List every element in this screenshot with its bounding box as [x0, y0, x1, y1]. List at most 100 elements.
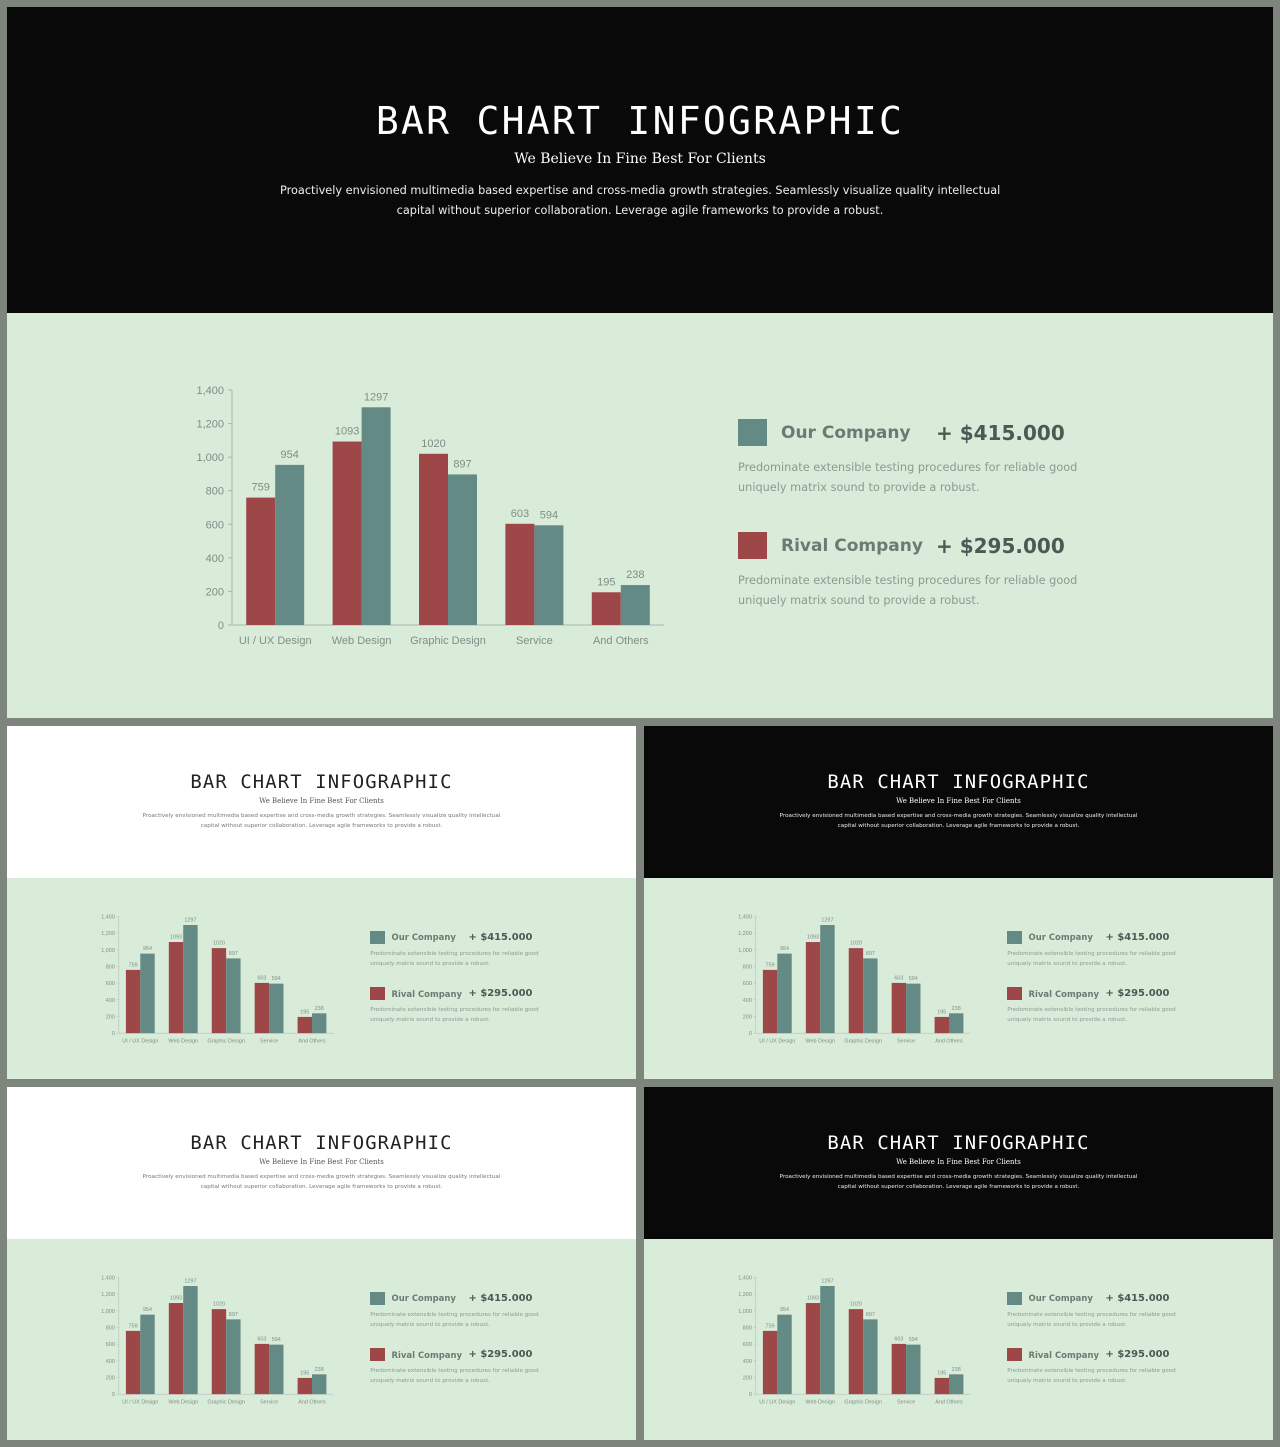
legend-description: Predominate extensible testing procedure… [1007, 1311, 1176, 1331]
bar-rival-company [297, 1016, 312, 1034]
y-tick-label: 800 [743, 964, 752, 970]
bar-chart: 0 200 400 600 800 1,000 1,200 1,400 759 954 UI / U… [196, 385, 664, 647]
y-tick-label: 1,400 [196, 385, 224, 397]
y-tick-label: 1,200 [738, 1292, 752, 1298]
x-tick-label: Service [260, 1038, 278, 1044]
legend-row: Our Company + $415.000 [1007, 930, 1176, 945]
bar-rival-company [419, 453, 448, 625]
legend-description: Predominate extensible testing procedure… [1007, 1006, 1176, 1026]
slide-thumb-light-1: BAR CHART INFOGRAPHIC We Believe In Fine … [7, 726, 636, 1079]
bar-our-company [269, 1344, 284, 1395]
y-tick-label: 200 [743, 1375, 752, 1381]
bar-data-label: 594 [272, 1337, 281, 1343]
x-tick-label: Web Design [805, 1399, 835, 1405]
bar-data-label: 759 [765, 962, 774, 968]
x-tick-label: And Others [298, 1399, 326, 1405]
legend-value: + $415.000 [1105, 1292, 1170, 1304]
x-tick-label: Service [260, 1399, 278, 1405]
legend-swatch [738, 419, 767, 446]
legend-description-line: uniquely matrix sound to provide a robus… [1007, 1378, 1128, 1385]
y-tick-label: 1,000 [101, 1309, 115, 1315]
y-tick-label: 1,400 [101, 1275, 115, 1281]
y-tick-label: 0 [749, 1392, 752, 1398]
legend-description: Predominate extensible testing procedure… [1007, 1367, 1176, 1387]
slide-description: Proactively envisioned multimedia based … [143, 1173, 501, 1193]
legend-swatch [1007, 1291, 1022, 1306]
bar-our-company [226, 958, 241, 1034]
legend-entry: Rival Company + $295.000 Predominate exten… [370, 986, 539, 1026]
legend-row: Rival Company + $295.000 [370, 1347, 539, 1362]
slide-subtitle: We Believe In Fine Best For Clients [896, 796, 1021, 805]
description-line: Proactively envisioned multimedia based … [779, 813, 1138, 820]
legend-value: + $295.000 [1105, 988, 1170, 1000]
description-line: capital without superior collaboration. … [200, 823, 443, 830]
bar-data-label: 1297 [821, 917, 833, 923]
bar-our-company [948, 1013, 964, 1034]
description-line: Proactively envisioned multimedia based … [142, 813, 501, 820]
y-tick-label: 400 [106, 1359, 115, 1365]
bar-rival-company [762, 1330, 778, 1395]
bar-our-company [534, 525, 564, 625]
bar-data-label: 195 [597, 576, 615, 588]
slide-title: BAR CHART INFOGRAPHIC [190, 770, 453, 793]
legend-swatch [1007, 930, 1022, 945]
bar-rival-company [505, 523, 535, 625]
y-tick-label: 1,000 [738, 948, 752, 954]
chart-legend: Our Company + $415.000 Predominate extensi… [370, 1291, 539, 1387]
bar-data-label: 238 [952, 1006, 961, 1012]
bar-chart: 0 200 400 600 800 1,000 1,200 1,400 759 954 UI / U… [101, 914, 334, 1044]
bar-data-label: 238 [626, 569, 644, 581]
bar-our-company [448, 474, 477, 625]
legend-swatch [370, 930, 385, 945]
description-line: Proactively envisioned multimedia based … [280, 184, 1001, 197]
bar-data-label: 603 [894, 1336, 903, 1342]
y-tick-label: 1,400 [101, 914, 115, 920]
bar-data-label: 603 [511, 508, 529, 520]
bar-data-label: 897 [229, 951, 238, 957]
slide-header: BAR CHART INFOGRAPHIC We Believe In Fine … [7, 1087, 636, 1239]
bar-data-label: 594 [540, 509, 558, 521]
legend-entry: Our Company + $415.000 Predominate extensi… [370, 930, 539, 970]
y-tick-label: 1,200 [196, 419, 224, 431]
legend-name: Our Company [1028, 1293, 1093, 1304]
description-line: capital without superior collaboration. … [200, 1184, 443, 1191]
bar-data-label: 1020 [421, 438, 445, 450]
bar-data-label: 759 [765, 1323, 774, 1329]
bar-rival-company [891, 1343, 907, 1395]
legend-description-line: Predominate extensible testing procedure… [370, 1312, 539, 1319]
bar-data-label: 954 [281, 449, 299, 461]
x-tick-label: Service [897, 1399, 915, 1405]
x-tick-label: UI / UX Design [759, 1399, 795, 1405]
legend-description-line: Predominate extensible testing procedure… [370, 951, 539, 958]
x-tick-label: Graphic Design [207, 1038, 245, 1044]
legend-description-line: uniquely matrix sound to provide a robus… [370, 1321, 491, 1328]
legend-description: Predominate extensible testing procedure… [738, 571, 1077, 611]
slide-header: BAR CHART INFOGRAPHIC We Believe In Fine … [644, 1087, 1273, 1239]
legend-value: + $415.000 [1105, 931, 1170, 943]
bar-our-company [620, 585, 650, 625]
legend-description: Predominate extensible testing procedure… [370, 1006, 539, 1026]
bar-data-label: 195 [937, 1370, 946, 1376]
y-tick-label: 800 [206, 486, 224, 498]
bar-data-label: 1020 [850, 940, 862, 946]
y-tick-label: 400 [743, 1359, 752, 1365]
description-line: Proactively envisioned multimedia based … [142, 1174, 501, 1181]
slide-title: BAR CHART INFOGRAPHIC [190, 1131, 453, 1154]
legend-name: Rival Company [391, 988, 462, 999]
slide-thumb-light-2: BAR CHART INFOGRAPHIC We Believe In Fine … [7, 1087, 636, 1440]
chart-legend: Our Company + $415.000 Predominate extensi… [1007, 1291, 1176, 1387]
legend-description-line: uniquely matrix sound to provide a robus… [1007, 1321, 1128, 1328]
slide-subtitle: We Believe In Fine Best For Clients [259, 1157, 384, 1166]
bar-rival-company [934, 1016, 949, 1034]
legend-row: Rival Company + $295.000 [1007, 1347, 1176, 1362]
bar-rival-company [805, 1302, 821, 1395]
legend-value: + $295.000 [936, 533, 1065, 558]
bar-data-label: 759 [252, 482, 270, 494]
slide-title: BAR CHART INFOGRAPHIC [827, 1131, 1090, 1154]
bar-data-label: 1297 [821, 1278, 833, 1284]
bar-our-company [226, 1319, 241, 1395]
legend-description: Predominate extensible testing procedure… [370, 1367, 539, 1387]
legend-row: Our Company + $415.000 [370, 1291, 539, 1306]
bar-rival-company [211, 947, 227, 1034]
bar-rival-company [805, 941, 821, 1034]
